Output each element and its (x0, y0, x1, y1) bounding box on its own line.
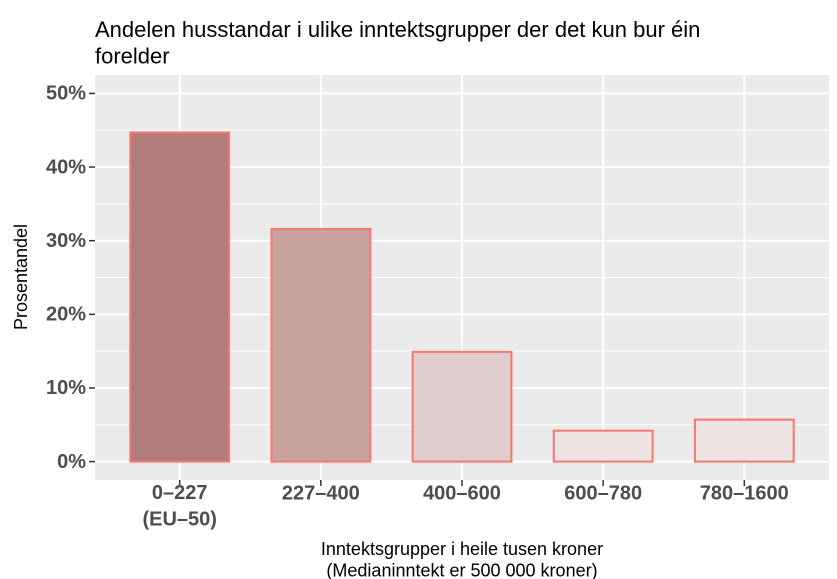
bar (270, 227, 372, 463)
x-tick-label: 600–780 (564, 482, 642, 504)
chart-title: Andelen husstandar i ulike inntektsgrupp… (95, 17, 700, 68)
x-tick-label: 227–400 (282, 482, 360, 504)
bars (129, 131, 795, 463)
y-tick-label: 40% (46, 156, 86, 178)
y-axis-label: Prosentandel (11, 224, 31, 330)
bar (129, 131, 231, 463)
x-tick-label: 0–227 (EU–50) (142, 482, 216, 530)
y-tick-label: 30% (46, 230, 86, 252)
y-tick-label: 0% (57, 451, 86, 473)
y-tick-label: 50% (46, 83, 86, 105)
y-tick-label: 20% (46, 304, 86, 326)
bar (411, 350, 513, 463)
x-tick-label: 400–600 (423, 482, 501, 504)
x-axis-label: Inntektsgrupper i heile tusen kroner (Med… (321, 539, 603, 579)
y-tick-label: 10% (46, 377, 86, 399)
bar (552, 429, 654, 463)
bar (693, 418, 795, 463)
x-tick-label: 780–1600 (700, 482, 789, 504)
